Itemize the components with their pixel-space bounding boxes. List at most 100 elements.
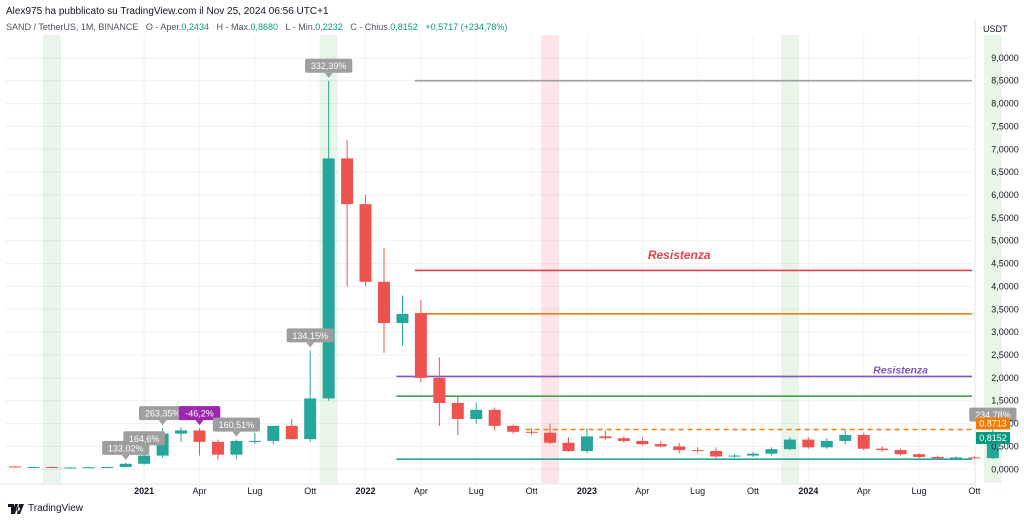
- close-label: C - Chius.: [350, 22, 391, 32]
- candle-body: [359, 204, 372, 282]
- candle-body: [414, 313, 427, 378]
- percent-label-pointer: [121, 454, 130, 460]
- tradingview-logo-icon: [8, 503, 24, 514]
- candle-body: [820, 440, 833, 448]
- percent-change-label: 263,35%: [139, 406, 187, 426]
- percent-label-text: -46,2%: [185, 409, 214, 419]
- candle-body: [45, 467, 58, 468]
- percent-label-text: 234,78%: [975, 410, 1011, 420]
- candle-body: [913, 454, 926, 457]
- candle-body: [488, 409, 501, 426]
- candle: [599, 430, 612, 440]
- price-tick-label: 2,5000: [991, 350, 1019, 360]
- candle: [820, 438, 833, 449]
- candle-body: [507, 425, 520, 432]
- high-label: H - Max.: [216, 22, 251, 32]
- percent-label-box: [139, 406, 187, 421]
- time-tick-label: Ott: [526, 486, 539, 496]
- price-tag-text: 0,8152: [979, 433, 1007, 443]
- candle: [931, 455, 944, 460]
- price-tick-label: 1,5000: [991, 396, 1019, 406]
- time-tick-label: Ott: [968, 486, 981, 496]
- candle-body: [894, 450, 907, 455]
- candle-body: [949, 457, 962, 459]
- candle-body: [27, 467, 40, 468]
- candle-body: [857, 435, 870, 449]
- price-tag-box: [976, 417, 1010, 430]
- highlight-band: [541, 35, 560, 483]
- annotation-resistenza: Resistenza: [648, 248, 711, 262]
- candle: [636, 437, 649, 446]
- candle: [765, 447, 778, 456]
- price-tag-box: [976, 432, 1010, 445]
- percent-label-box: [123, 431, 165, 446]
- close-value: 0,8152: [390, 22, 418, 32]
- percent-label-box: [305, 58, 353, 73]
- candle-body: [304, 398, 317, 440]
- percent-label-text: 263,35%: [145, 409, 181, 419]
- candle: [710, 447, 723, 458]
- candle: [562, 437, 575, 452]
- candle: [525, 428, 538, 435]
- candle-body: [617, 438, 630, 441]
- price-tag-text: 0,8713: [979, 418, 1007, 428]
- percent-change-label: 164,6%: [123, 431, 165, 451]
- candle: [396, 295, 409, 346]
- time-tick-label: Lug: [469, 486, 484, 496]
- candle-body: [138, 455, 151, 464]
- time-tick-label: Apr: [857, 486, 871, 496]
- annotation-resistenza: Resistenza: [873, 364, 928, 376]
- candle: [728, 454, 741, 458]
- candle-body: [636, 440, 649, 445]
- highlight-band: [780, 35, 799, 483]
- candle: [673, 442, 686, 454]
- tradingview-footer: TradingView: [8, 503, 83, 514]
- time-tick-label: Lug: [690, 486, 705, 496]
- open-label: O - Aper.: [145, 22, 182, 32]
- time-tick-label: Ott: [747, 486, 760, 496]
- candle-body: [876, 448, 889, 451]
- change-value: +0,5717 (+234,78%): [425, 22, 508, 32]
- candle-body: [765, 449, 778, 454]
- candle: [691, 447, 704, 454]
- candle: [876, 446, 889, 452]
- candle: [580, 428, 593, 454]
- percent-label-box: [286, 328, 334, 343]
- percent-label-text: 133,02%: [108, 443, 144, 453]
- candle-body: [322, 158, 335, 399]
- candle: [617, 436, 630, 443]
- candle-body: [9, 466, 21, 468]
- percent-label-pointer: [306, 342, 315, 348]
- publish-info: Alex975 ha pubblicato su TradingView.com…: [6, 6, 329, 17]
- candle: [9, 466, 21, 468]
- brand-name: TradingView: [28, 503, 84, 514]
- candle: [175, 427, 188, 442]
- low-label: L - Min.: [285, 22, 316, 32]
- candle: [230, 439, 243, 460]
- time-tick-label: Lug: [912, 486, 927, 496]
- percent-label-box: [212, 417, 260, 432]
- price-tick-label: 2,0000: [991, 373, 1019, 383]
- highlight-band: [983, 35, 1002, 483]
- candle-body: [211, 441, 224, 455]
- candle-body: [839, 435, 852, 441]
- candle: [211, 439, 224, 461]
- candle-body: [470, 409, 483, 419]
- price-tick-label: 7,0000: [991, 144, 1019, 154]
- candle-body: [285, 425, 298, 440]
- candle-body: [341, 158, 354, 205]
- candle-body: [599, 436, 612, 439]
- candle: [248, 432, 261, 445]
- price-tick-label: 3,5000: [991, 304, 1019, 314]
- candle-body: [562, 442, 575, 451]
- candle-body: [802, 439, 815, 448]
- price-tick-label: 6,5000: [991, 167, 1019, 177]
- candle-body: [175, 430, 188, 434]
- time-tick-label: Apr: [635, 486, 649, 496]
- percent-change-label: 332,39%: [305, 58, 353, 78]
- percent-change-label: 134,15%: [286, 328, 334, 348]
- candle-body: [193, 430, 206, 442]
- percent-label-pointer: [232, 431, 241, 437]
- percent-change-label: -46,2%: [178, 406, 221, 426]
